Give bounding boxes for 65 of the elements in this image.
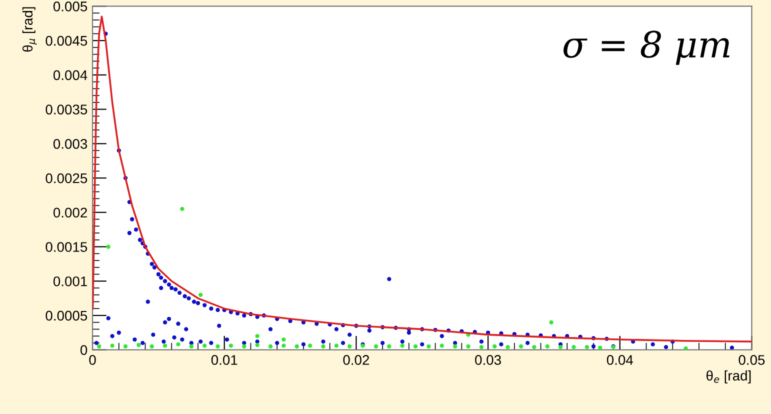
point [572, 344, 576, 350]
point [440, 344, 444, 348]
x-axis-title: θ$_{e}$ [rad] [706, 370, 751, 384]
point [518, 344, 524, 348]
y-tick-label: 0.0015 [46, 242, 88, 252]
point [180, 206, 184, 212]
point [282, 344, 286, 348]
y-tick-label: 0.002 [53, 208, 87, 218]
y-tick-label: 0.0045 [46, 36, 88, 46]
point [106, 244, 110, 249]
point [268, 344, 273, 348]
point [189, 344, 194, 348]
point [294, 344, 299, 348]
point [308, 344, 312, 348]
point [216, 344, 220, 348]
point [255, 342, 260, 348]
point [348, 344, 352, 348]
y-tick-label: 0.0035 [46, 104, 88, 114]
point [136, 342, 141, 348]
point [123, 344, 128, 348]
x-tick-label: 0.02 [343, 355, 370, 365]
point [387, 344, 392, 348]
point [492, 344, 497, 348]
point [506, 344, 510, 350]
point [198, 292, 203, 297]
annotation: σ = 8 μm [564, 30, 730, 65]
point [176, 342, 180, 346]
point [97, 344, 102, 348]
point [532, 344, 536, 350]
x-tick-label: 0.01 [211, 355, 238, 365]
y-tick-label: 0.003 [53, 138, 88, 149]
point [228, 344, 234, 348]
point [334, 344, 339, 348]
point [426, 344, 431, 348]
y-tick-label: 0.0005 [46, 310, 88, 321]
point [466, 344, 470, 348]
point [282, 337, 286, 342]
y-tick-label: 0.004 [53, 70, 88, 80]
point [400, 344, 404, 348]
point [558, 344, 563, 350]
point [684, 346, 688, 350]
point [202, 344, 207, 348]
point [584, 344, 590, 350]
point [479, 344, 484, 350]
y-tick-label: 0.0025 [46, 173, 88, 184]
point [453, 344, 458, 348]
point [545, 344, 550, 348]
y-tick-label: 0.005 [53, 2, 88, 12]
point [150, 344, 154, 348]
point [242, 344, 246, 348]
point [162, 344, 168, 348]
x-tick-label: 0.04 [606, 355, 633, 365]
point [598, 346, 602, 350]
x-tick-label: 0.05 [738, 355, 765, 365]
x-tick-label: 0.03 [475, 355, 501, 365]
point [549, 320, 554, 324]
point [255, 334, 260, 338]
y-tick-label: 0.001 [53, 276, 87, 286]
point [321, 344, 326, 348]
point [374, 344, 378, 348]
point [413, 344, 418, 348]
x-tick-label: 0 [89, 355, 96, 365]
y-tick-label: 0 [80, 345, 88, 355]
y-axis-title: θ$_{μ}$ [rad] [22, 7, 37, 52]
point [110, 344, 114, 348]
